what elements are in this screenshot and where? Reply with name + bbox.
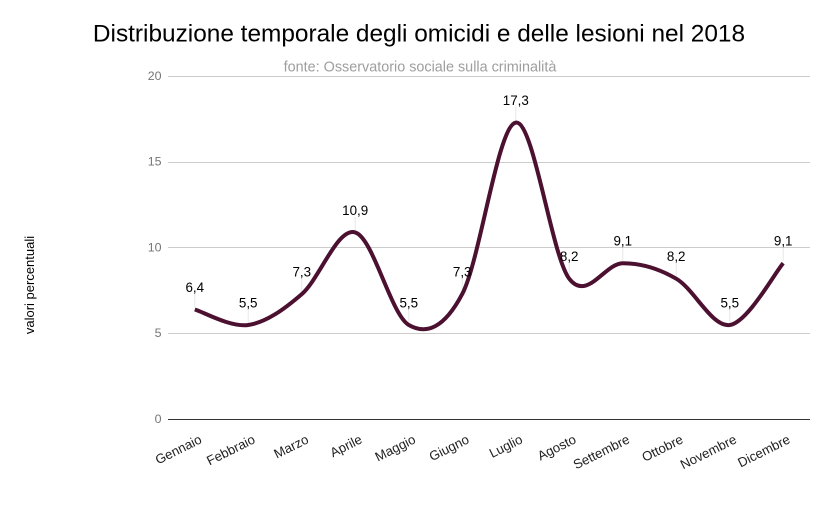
svg-text:0: 0 (155, 412, 162, 426)
svg-text:8,2: 8,2 (560, 249, 579, 264)
svg-text:5: 5 (155, 326, 162, 340)
svg-text:9,1: 9,1 (613, 234, 632, 249)
svg-text:5,5: 5,5 (720, 295, 739, 310)
svg-text:Giugno: Giugno (427, 432, 472, 464)
svg-text:Febbraio: Febbraio (204, 432, 257, 469)
svg-text:9,1: 9,1 (774, 234, 793, 249)
svg-text:7,3: 7,3 (292, 265, 311, 280)
svg-text:5,5: 5,5 (399, 295, 418, 310)
svg-text:8,2: 8,2 (667, 249, 686, 264)
svg-text:17,3: 17,3 (503, 93, 529, 108)
svg-text:10: 10 (148, 240, 162, 254)
svg-text:5,5: 5,5 (239, 295, 258, 310)
svg-text:Aprile: Aprile (328, 432, 365, 460)
svg-text:Novembre: Novembre (678, 432, 739, 473)
svg-text:Gennaio: Gennaio (153, 432, 204, 468)
svg-text:Maggio: Maggio (373, 432, 418, 465)
svg-text:Dicembre: Dicembre (735, 432, 792, 471)
svg-text:Marzo: Marzo (271, 432, 310, 462)
svg-text:15: 15 (148, 155, 162, 169)
svg-text:fonte: Osservatorio sociale su: fonte: Osservatorio sociale sulla crimin… (284, 60, 557, 76)
svg-text:6,4: 6,4 (185, 280, 204, 295)
svg-text:Luglio: Luglio (487, 432, 525, 461)
svg-text:Distribuzione temporale degli: Distribuzione temporale degli omicidi e … (93, 21, 745, 48)
svg-text:Settembre: Settembre (571, 432, 632, 473)
svg-text:10,9: 10,9 (342, 203, 368, 218)
svg-text:7,3: 7,3 (453, 265, 472, 280)
svg-text:20: 20 (148, 69, 162, 83)
svg-text:valori percentuali: valori percentuali (22, 236, 37, 334)
